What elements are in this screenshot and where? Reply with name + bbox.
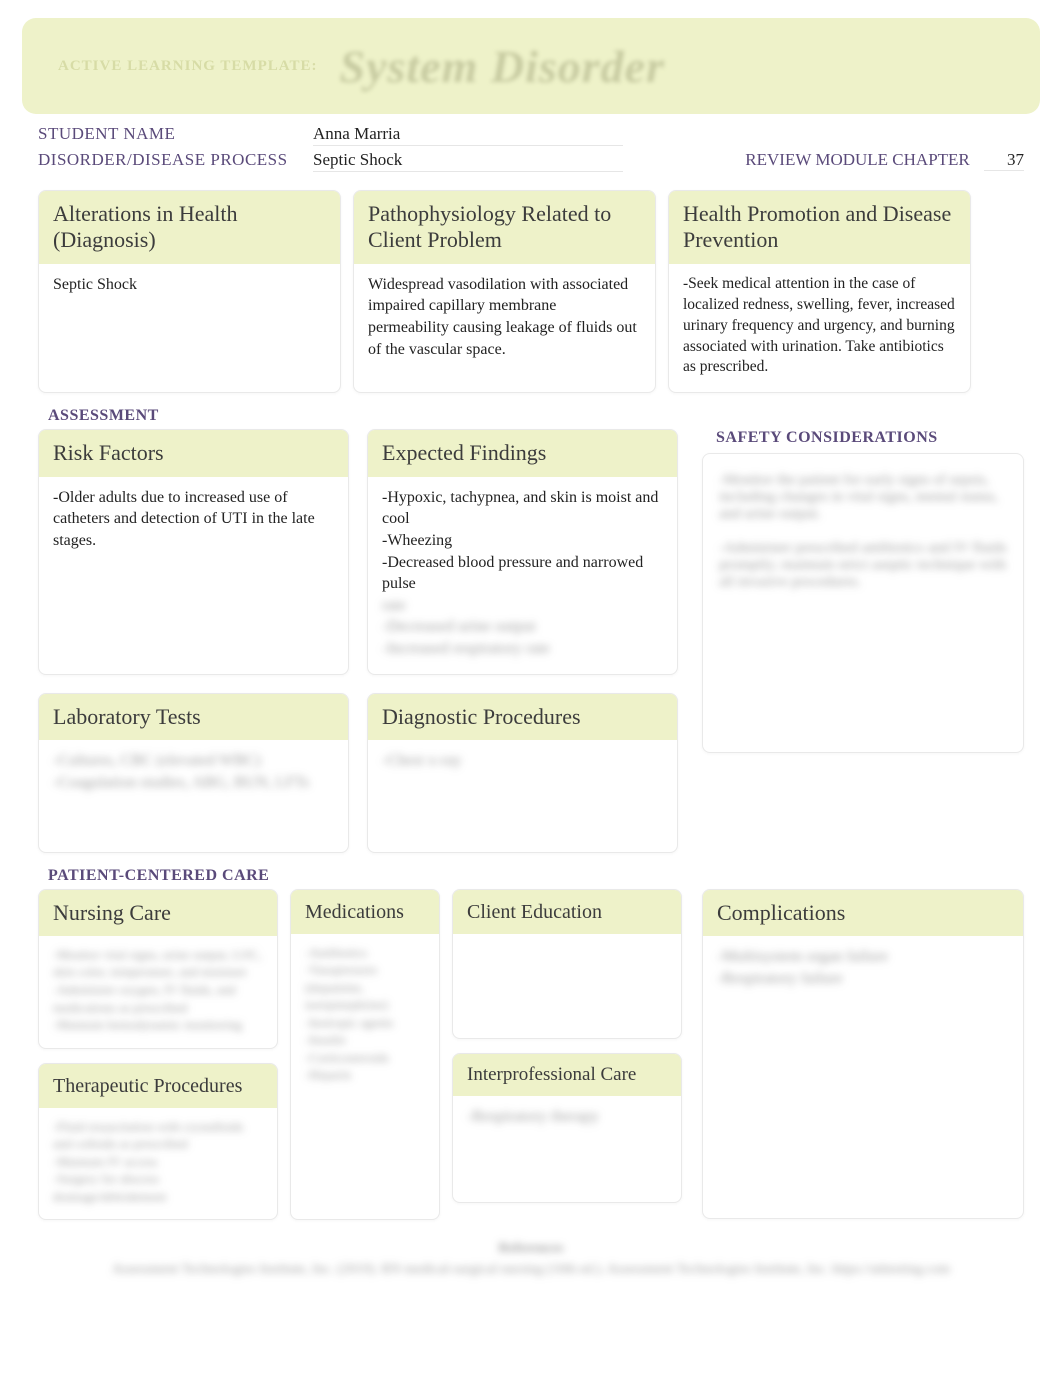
meta-grid: STUDENT NAME Anna Marria DISORDER/DISEAS…	[12, 124, 1050, 180]
top-card-row: Alterations in Health (Diagnosis) Septic…	[12, 180, 1050, 393]
diagnostic-title: Diagnostic Procedures	[368, 694, 677, 740]
references-label: References	[42, 1238, 1020, 1259]
template-page: ACTIVE LEARNING TEMPLATE: System Disorde…	[12, 18, 1050, 1296]
references-text: Assessment Technologies Institute, Inc. …	[42, 1259, 1020, 1280]
banner-title: System Disorder	[339, 40, 665, 93]
pcc-left-grid: Nursing Care -Monitor vital signs, urine…	[38, 889, 678, 1221]
findings-visible: -Hypoxic, tachypnea, and skin is moist a…	[382, 487, 663, 595]
student-name-value: Anna Marria	[313, 124, 623, 146]
findings-title: Expected Findings	[368, 430, 677, 476]
assessment-left-grid: Risk Factors -Older adults due to increa…	[38, 429, 678, 852]
safety-label: SAFETY CONSIDERATIONS	[702, 429, 1024, 453]
banner-small-label: ACTIVE LEARNING TEMPLATE:	[58, 58, 317, 75]
alterations-body: Septic Shock	[39, 264, 340, 310]
medications-title: Medications	[291, 890, 439, 934]
health-promo-body: -Seek medical attention in the case of l…	[669, 264, 970, 393]
chapter-value: 37	[984, 150, 1024, 171]
medications-card: Medications -Antibiotics -Vasopressors (…	[290, 889, 440, 1221]
labs-title: Laboratory Tests	[39, 694, 348, 740]
complications-column: Complications -Multisystem organ failure…	[702, 889, 1024, 1221]
therapeutic-body: -Fluid resuscitation with crystalloids a…	[39, 1108, 277, 1220]
diagnostic-body: -Chest x-ray	[368, 740, 677, 786]
nursing-body: -Monitor vital signs, urine output, LOC,…	[39, 936, 277, 1048]
complications-body: -Multisystem organ failure -Respiratory …	[703, 936, 1023, 1176]
chapter-label: REVIEW MODULE CHAPTER	[745, 150, 969, 169]
patho-body: Widespread vasodilation with associated …	[354, 264, 655, 374]
safety-body: -Monitor the patient for early signs of …	[719, 472, 1007, 591]
client-ed-body	[453, 934, 681, 1024]
assessment-wrap: Risk Factors -Older adults due to increa…	[12, 429, 1050, 852]
findings-card: Expected Findings -Hypoxic, tachypnea, a…	[367, 429, 678, 674]
client-ed-card: Client Education	[452, 889, 682, 1039]
risk-title: Risk Factors	[39, 430, 348, 476]
complications-title: Complications	[703, 890, 1023, 936]
chapter-area: REVIEW MODULE CHAPTER 37	[623, 150, 1024, 171]
therapeutic-card: Therapeutic Procedures -Fluid resuscitat…	[38, 1063, 278, 1221]
title-banner: ACTIVE LEARNING TEMPLATE: System Disorde…	[22, 18, 1040, 114]
interprof-body: -Respiratory therapy	[453, 1096, 681, 1166]
therapeutic-title: Therapeutic Procedures	[39, 1064, 277, 1108]
pcc-wrap: Nursing Care -Monitor vital signs, urine…	[12, 889, 1050, 1221]
pcc-col-1: Nursing Care -Monitor vital signs, urine…	[38, 889, 278, 1221]
alterations-card: Alterations in Health (Diagnosis) Septic…	[38, 190, 341, 393]
alterations-title: Alterations in Health (Diagnosis)	[39, 191, 340, 264]
risk-card: Risk Factors -Older adults due to increa…	[38, 429, 349, 674]
health-promo-card: Health Promotion and Disease Prevention …	[668, 190, 971, 393]
patho-card: Pathophysiology Related to Client Proble…	[353, 190, 656, 393]
labs-card: Laboratory Tests -Cultures, CBC (elevate…	[38, 693, 349, 853]
labs-body: -Cultures, CBC (elevated WBC) -Coagulati…	[39, 740, 348, 807]
safety-card: -Monitor the patient for early signs of …	[702, 453, 1024, 753]
health-promo-title: Health Promotion and Disease Prevention	[669, 191, 970, 264]
patho-title: Pathophysiology Related to Client Proble…	[354, 191, 655, 264]
pcc-col-3: Client Education Interprofessional Care …	[452, 889, 682, 1221]
nursing-title: Nursing Care	[39, 890, 277, 936]
disorder-label: DISORDER/DISEASE PROCESS	[38, 150, 313, 170]
pcc-label: PATIENT-CENTERED CARE	[12, 853, 1050, 889]
assessment-label: ASSESSMENT	[12, 393, 1050, 429]
findings-body: -Hypoxic, tachypnea, and skin is moist a…	[368, 477, 677, 674]
interprof-title: Interprofessional Care	[453, 1054, 681, 1097]
complications-card: Complications -Multisystem organ failure…	[702, 889, 1024, 1219]
disorder-value: Septic Shock	[313, 150, 623, 172]
findings-blurred: rate -Decreased urine output -Increased …	[382, 595, 663, 660]
references: References Assessment Technologies Insti…	[12, 1238, 1050, 1280]
medications-body: -Antibiotics -Vasopressors (dopamine, no…	[291, 934, 439, 1098]
interprof-card: Interprofessional Care -Respiratory ther…	[452, 1053, 682, 1203]
diagnostic-card: Diagnostic Procedures -Chest x-ray	[367, 693, 678, 853]
nursing-card: Nursing Care -Monitor vital signs, urine…	[38, 889, 278, 1049]
safety-column: SAFETY CONSIDERATIONS -Monitor the patie…	[702, 429, 1024, 852]
client-ed-title: Client Education	[453, 890, 681, 934]
risk-body: -Older adults due to increased use of ca…	[39, 477, 348, 566]
student-name-label: STUDENT NAME	[38, 124, 313, 144]
